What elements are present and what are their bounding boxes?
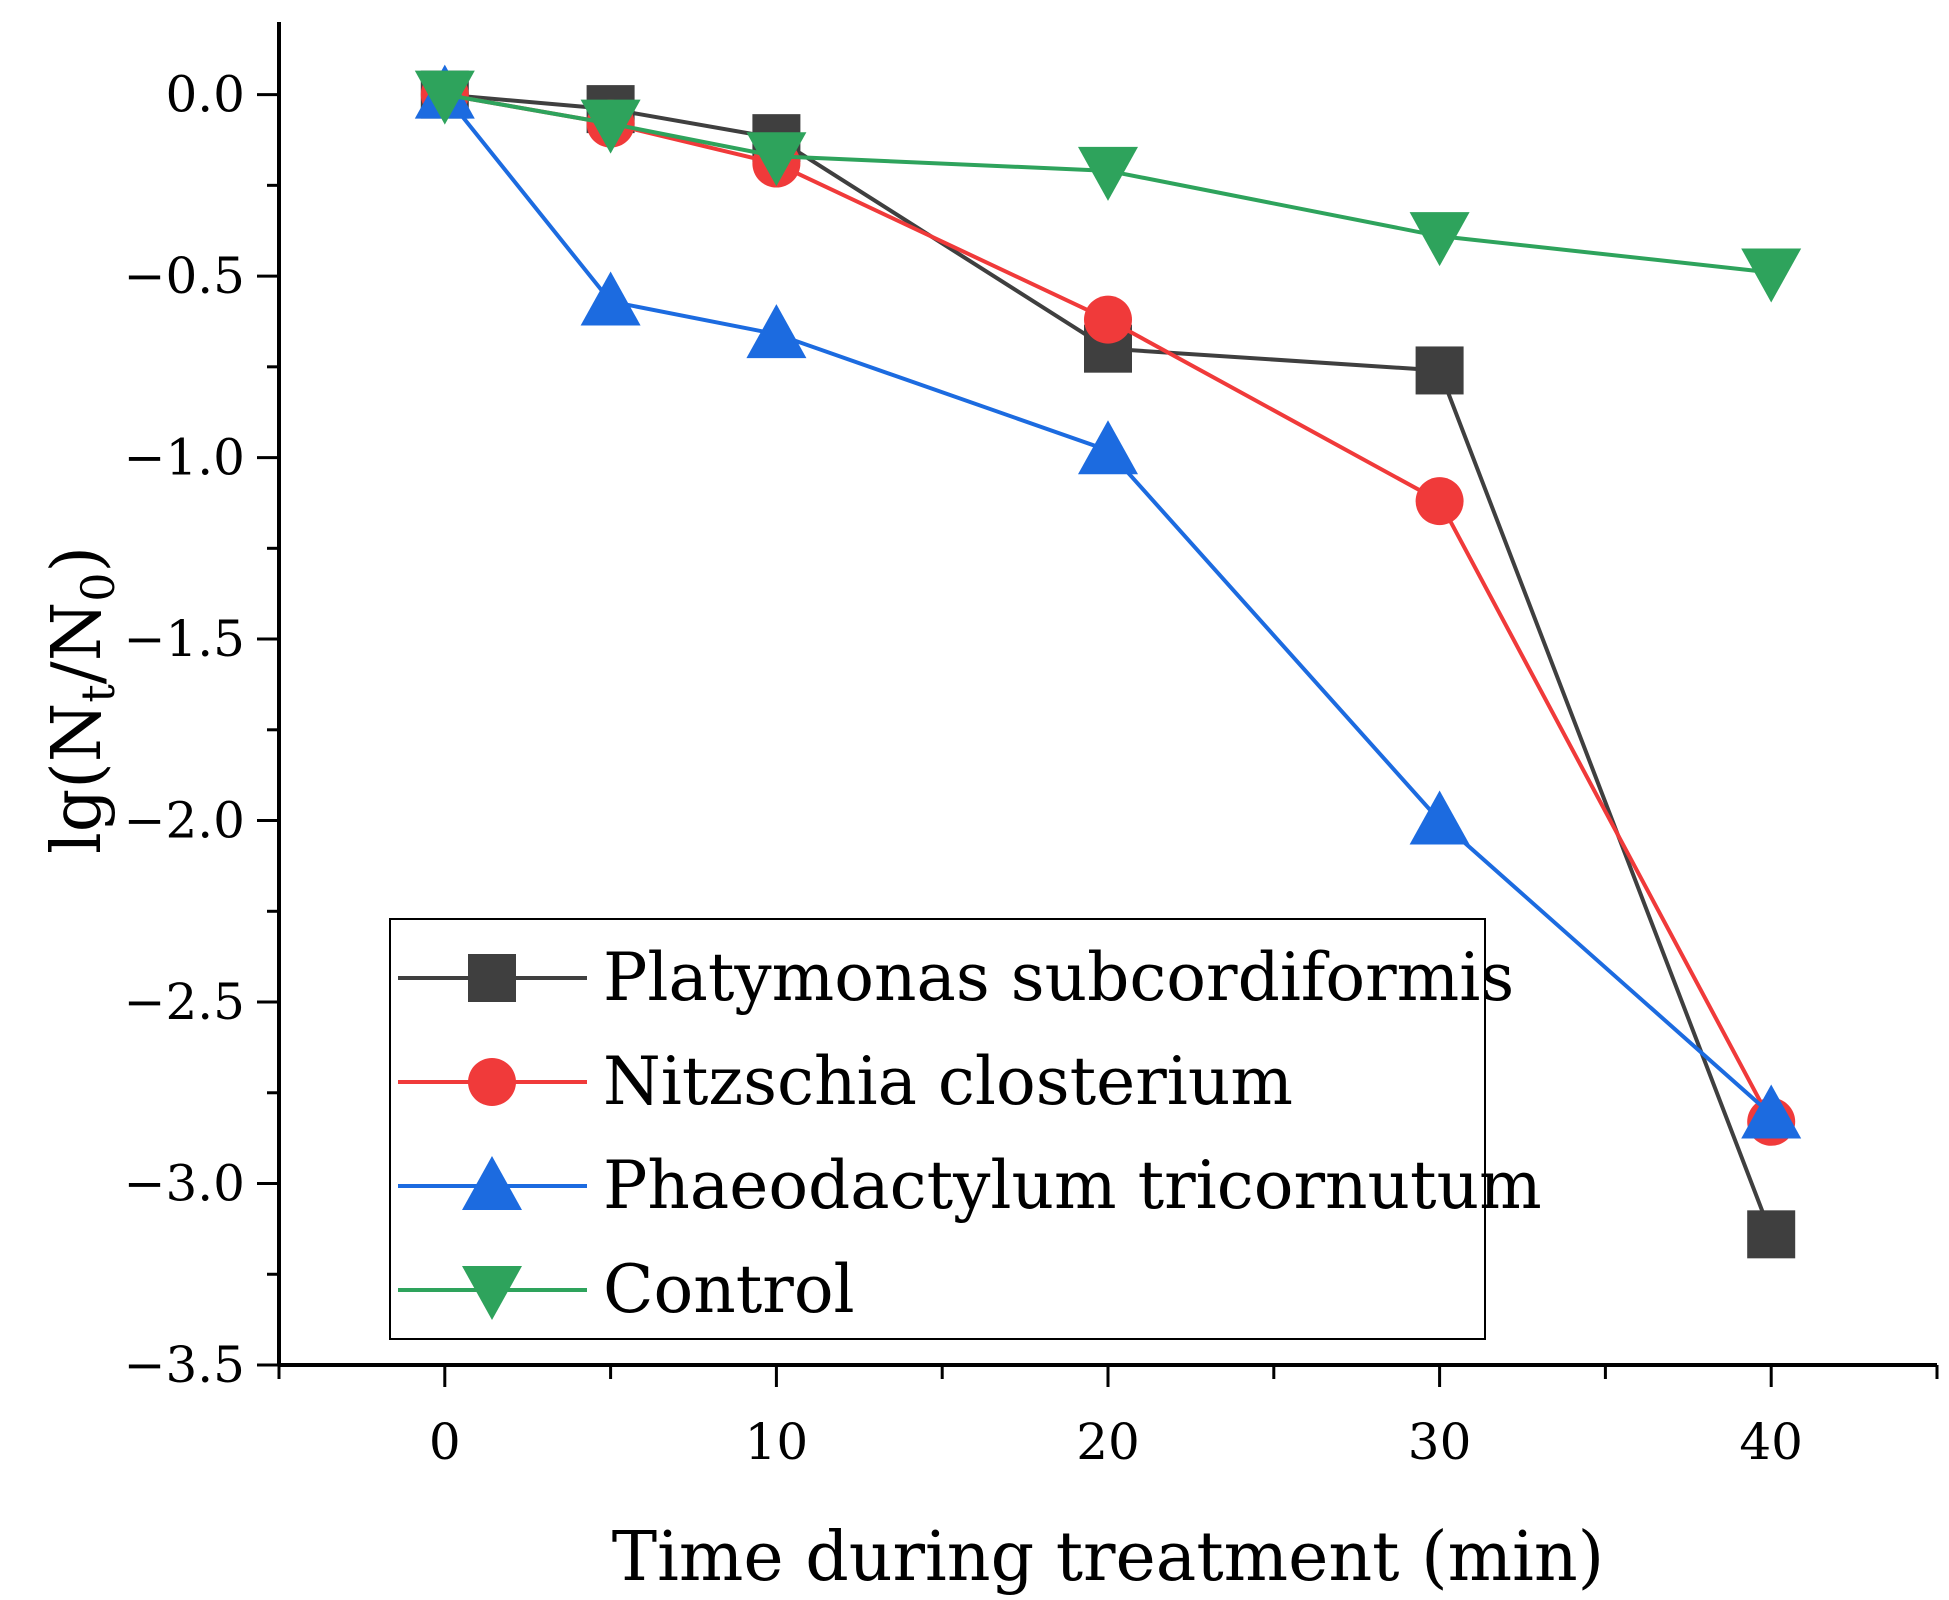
circle-marker xyxy=(1084,295,1132,344)
axes: 0.0 −0.5 −1.0 −1.5 −2.0 −2.5 −3.0 −3.5 0 10 20 30 40 xyxy=(124,22,1939,1471)
series-3 xyxy=(414,70,1802,303)
y-title-base: lg(N xyxy=(38,703,117,854)
legend-label: Nitzschia closterium xyxy=(603,1043,1293,1120)
x-tick-label: 20 xyxy=(1076,1413,1140,1471)
x-tick-label: 0 xyxy=(429,1413,461,1471)
triangle-down-marker xyxy=(1409,212,1470,267)
circle-marker xyxy=(468,1058,516,1106)
legend-label: Control xyxy=(603,1251,855,1328)
triangle-down-marker xyxy=(462,1266,522,1320)
legend-label: Platymonas subcordiformis xyxy=(603,939,1514,1016)
y-tick-label: −0.5 xyxy=(124,247,245,305)
y-title-sub-t: t xyxy=(71,684,125,703)
y-tick-label: −3.0 xyxy=(124,1155,245,1213)
y-tick-label: −2.0 xyxy=(124,792,245,850)
triangle-up-marker xyxy=(1078,420,1138,475)
y-tick-label: 0.0 xyxy=(165,66,245,124)
triangle-up-marker xyxy=(1409,790,1470,845)
triangle-down-marker xyxy=(1078,146,1138,201)
y-tick-label: −1.5 xyxy=(124,610,245,668)
x-tick-label: 40 xyxy=(1739,1413,1803,1471)
y-title-mid: /N xyxy=(38,602,117,684)
legend-box xyxy=(389,918,1486,1340)
triangle-down-marker xyxy=(414,70,475,125)
triangle-up-marker xyxy=(462,1156,522,1210)
legend-item: Phaeodactylum tricornutum xyxy=(398,1147,1542,1224)
square-marker xyxy=(1415,346,1464,395)
triangle-up-marker xyxy=(580,271,641,326)
series-line xyxy=(444,92,1772,275)
circle-marker xyxy=(1415,477,1464,526)
legend-label: Phaeodactylum tricornutum xyxy=(603,1147,1542,1224)
y-tick-label: −3.5 xyxy=(124,1336,245,1394)
legend-item: Control xyxy=(398,1251,855,1328)
x-tick-label: 10 xyxy=(745,1413,809,1471)
triangle-up-marker xyxy=(746,304,807,359)
legend: Platymonas subcordiformis Nitzschia clost… xyxy=(389,918,1542,1340)
triangle-down-marker xyxy=(746,132,807,187)
x-tick-label: 30 xyxy=(1408,1413,1472,1471)
legend-item: Nitzschia closterium xyxy=(398,1043,1293,1120)
y-tick-label: −1.0 xyxy=(124,429,245,487)
square-marker xyxy=(1747,1210,1796,1259)
y-title-end: ) xyxy=(38,546,117,573)
series-line xyxy=(443,93,1773,1117)
y-title-sub-0: 0 xyxy=(71,573,125,602)
y-axis-title: lg(Nt/N0) xyxy=(38,546,125,854)
x-axis-title: Time during treatment (min) xyxy=(612,1518,1604,1597)
triangle-down-marker xyxy=(580,99,641,154)
triangle-down-marker xyxy=(1741,248,1802,303)
legend-item: Platymonas subcordiformis xyxy=(398,939,1514,1016)
series-group xyxy=(414,64,1802,1259)
square-marker xyxy=(468,954,516,1002)
triangle-up-marker xyxy=(1741,1084,1802,1139)
y-tick-label: −2.5 xyxy=(124,973,245,1031)
